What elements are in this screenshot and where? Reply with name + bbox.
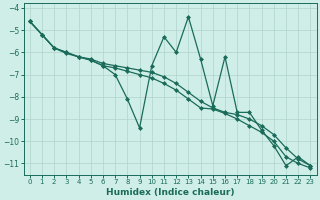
- X-axis label: Humidex (Indice chaleur): Humidex (Indice chaleur): [106, 188, 234, 197]
